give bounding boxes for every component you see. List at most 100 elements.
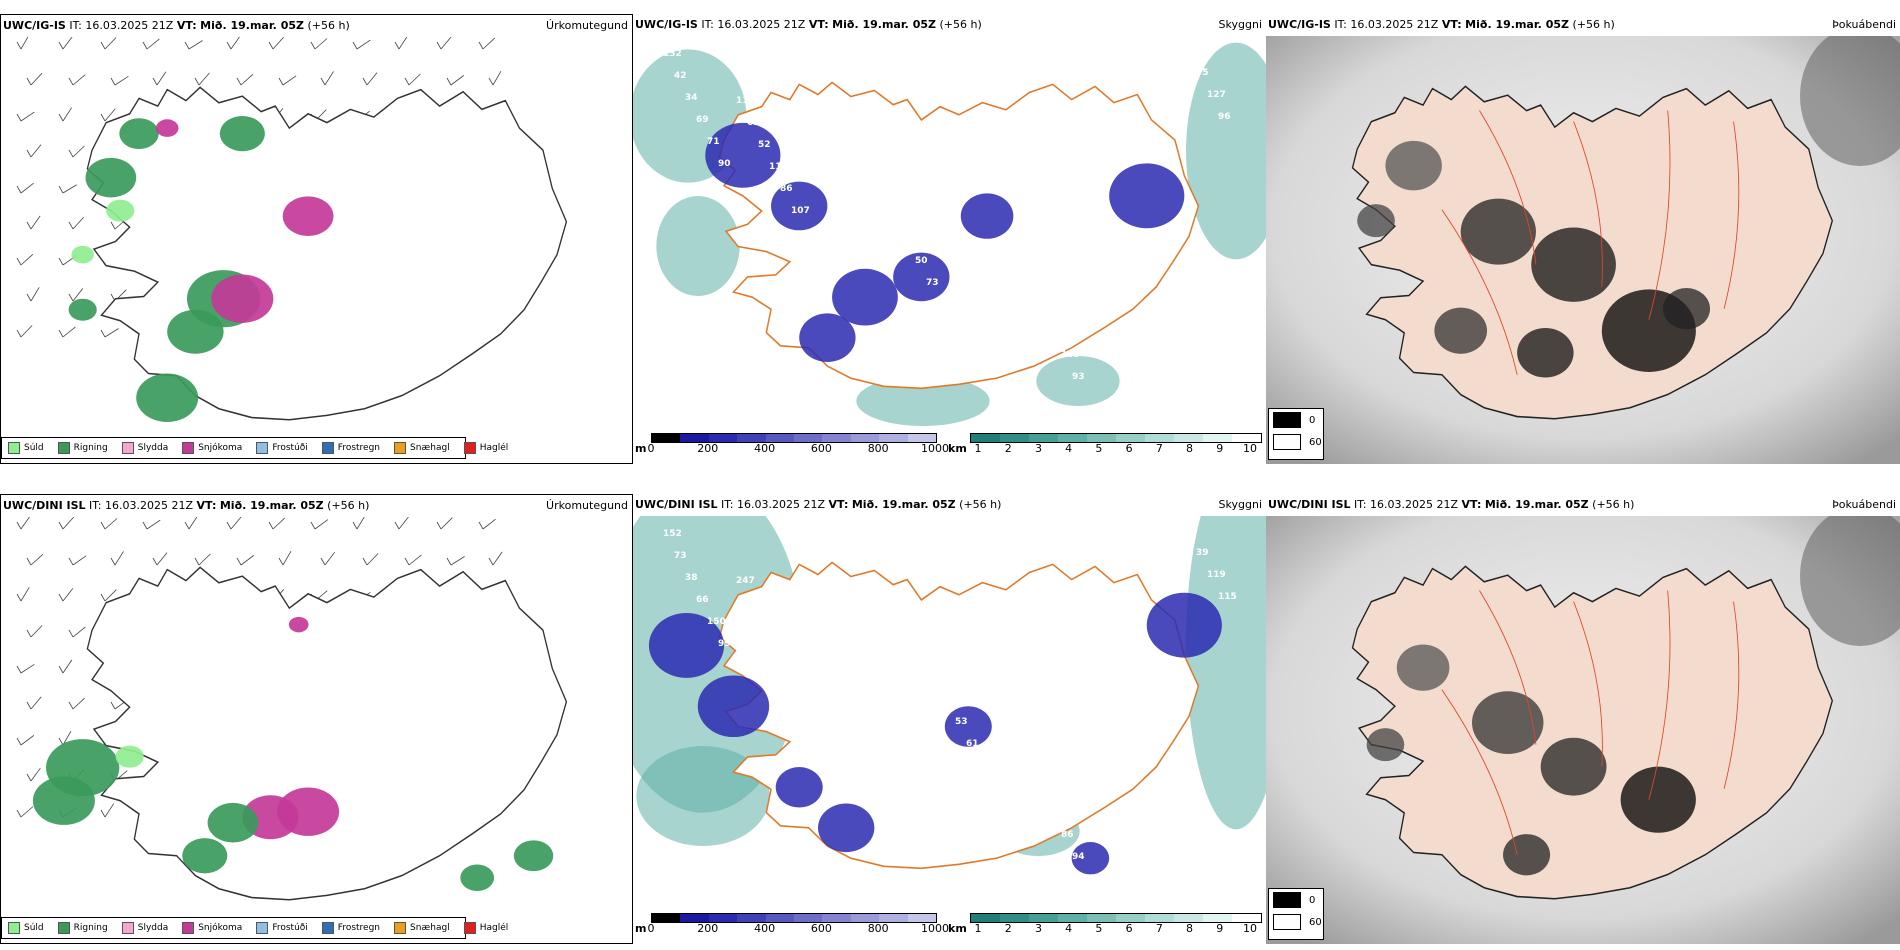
fog-area [1517,327,1574,378]
visibility-value: 71 [707,137,720,147]
fog-area [1471,691,1544,755]
visibility-value: 59 [820,645,833,655]
visibility-tick: 2 [1004,442,1012,455]
low-cloud-area [944,706,992,747]
visibility-tick: 10 [1243,442,1257,455]
river-lines [1441,590,1740,855]
fog-index-map-panel: UWC/DINI ISL IT: 16.03.2025 21Z VT: Mið.… [1266,494,1900,944]
fog-area [1366,728,1405,762]
visibility-value: 152 [663,529,682,539]
legend-swatch [57,442,70,454]
visibility-map[interactable]: 132 113 120 118 66 60 77 44 42 62 62 79 60 93 80 36 34 52… [633,36,1266,430]
height-unit: m [635,922,647,935]
visibility-value: 36 [1185,400,1198,410]
visibility-unit: km [948,922,967,935]
valid-time: Mið. 19.mar. 05Z [1484,498,1589,511]
low-cloud-area [817,803,875,853]
lead-time: (+56 h) [307,19,350,32]
visibility-value: 231 [977,281,996,291]
legend-swatch [321,922,334,934]
low-cloud-area [960,193,1014,239]
legend-item: Slydda [121,442,169,454]
visibility-value: 141 [780,664,799,674]
fog-legend-value: 0 [1309,414,1316,426]
valid-time-label: VT: [176,19,197,32]
fog-area [1385,140,1442,191]
visibility-value: 216 [1083,874,1102,884]
legend-swatch [121,442,134,454]
legend-label: Slydda [137,443,169,453]
color-step [1058,914,1087,922]
visibility-value: 53 [955,717,968,727]
visibility-value: 44 [1174,378,1187,388]
visibility-value: 86 [1061,830,1074,840]
low-cloud-area [799,313,856,363]
visibility-value: 115 [1218,592,1237,602]
height-tick: 0 [647,922,655,935]
low-visibility-area [656,196,740,296]
color-step [680,914,709,922]
visibility-value: 99 [718,639,731,649]
color-step [822,434,851,442]
visibility-value: 60 [1028,284,1041,294]
visibility-value: 109 [1050,328,1069,338]
valid-time: Mið. 19.mar. 05Z [832,18,936,31]
height-tick: 200 [697,922,719,935]
precip-area [136,373,199,422]
valid-time-label: VT: [828,498,849,511]
valid-time: Mið. 19.mar. 05Z [200,19,304,32]
color-step [652,914,681,922]
color-step [1145,434,1174,442]
visibility-map[interactable]: 152 247 119 77 53 90 67 69 73 61 59 51 61 60 82 77 38 70 3… [633,516,1266,910]
precip-type-map-panel: UWC/DINI ISL IT: 16.03.2025 21Z VT: Mið.… [0,494,633,944]
height-colorbar-bar [651,913,937,923]
color-step [708,434,738,442]
valid-time-label: VT: [808,18,829,31]
legend-swatch [256,442,269,454]
init-time: 16.03.2025 21Z [85,19,174,32]
iceland-coastline [1351,565,1834,900]
legend-label: Snæhagl [410,923,450,933]
low-visibility-area [1186,516,1266,830]
visibility-value: 97 [864,733,877,743]
precip-type-map[interactable] [1,37,633,464]
color-step [1174,914,1203,922]
color-step [1087,914,1116,922]
visibility-value: 69 [696,115,709,125]
fog-index-map[interactable] [1266,36,1900,464]
height-tick: 1000 [921,442,949,455]
visibility-value: 77 [882,670,895,680]
panel-title: Úrkomutegund [546,19,628,32]
low-visibility-area [1036,356,1120,406]
color-step [879,914,908,922]
precip-area [219,115,265,152]
valid-time-label: VT: [1441,18,1462,31]
panel-header: UWC/IG-IS IT: 16.03.2025 21Z VT: Mið. 19… [633,14,1266,36]
height-colorbar: m 0 200 400 600 800 1000 [635,432,949,462]
panel-title: Skyggni [1218,498,1262,511]
color-step [1029,914,1058,922]
fog-area [1540,737,1607,796]
fog-index-legend: 0 60 [1268,888,1324,940]
precip-area [85,157,137,198]
precip-type-map[interactable] [1,517,633,944]
valid-time: Mið. 19.mar. 05Z [851,498,956,511]
color-step [1087,434,1116,442]
visibility-tick: 9 [1216,922,1224,935]
fog-index-map[interactable] [1266,516,1900,944]
low-cloud-area [1071,842,1110,875]
low-cloud-area [1146,592,1222,658]
color-step [1174,434,1203,442]
visibility-tick: 1 [974,442,982,455]
visibility-value: 77 [853,231,866,241]
visibility-value: 94 [1072,852,1085,862]
color-step [1203,914,1232,922]
precip-type-legend: Súld Rigning Slydda Snjókoma Frostúði Frostre… [1,917,508,939]
fog-legend-value: 60 [1309,436,1322,448]
fog-area [1620,766,1696,833]
visibility-value: 96 [937,780,950,790]
legend-label: Frostregn [337,923,381,933]
precip-area [106,199,135,222]
fog-area [1357,204,1395,238]
visibility-value: 93 [1039,306,1052,316]
